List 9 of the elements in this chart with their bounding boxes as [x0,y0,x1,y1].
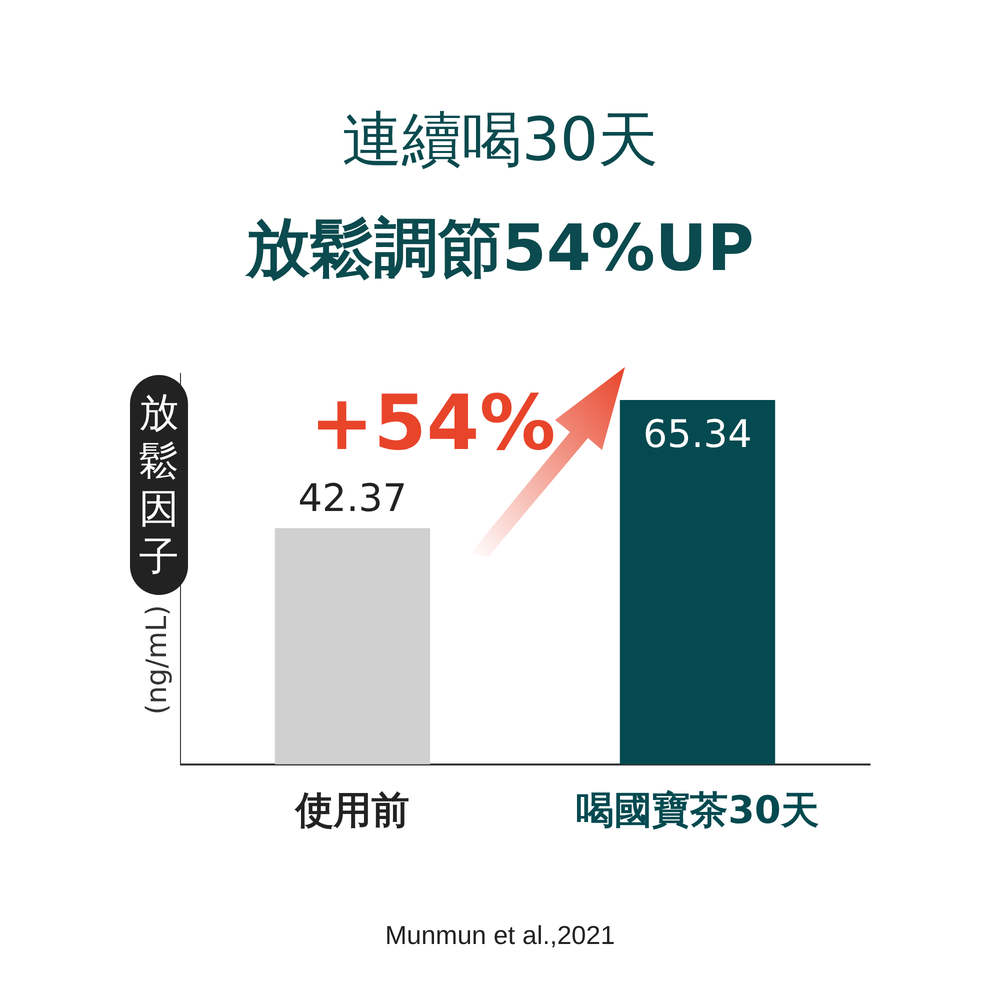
x-tick-label: 使用前 [294,788,410,832]
data-label: 65.34 [643,412,752,456]
chart-title: 連續喝30天 [340,104,660,177]
data-label: 42.37 [298,476,407,520]
label-badge: 放鬆因子 [130,375,188,595]
annotation: +54% [310,378,556,467]
chart-subtitle: 放鬆調節54%UP [244,211,756,288]
x-tick-label: 喝國寶茶30天 [576,788,819,832]
text: Munmun et al.,2021 [384,920,616,951]
